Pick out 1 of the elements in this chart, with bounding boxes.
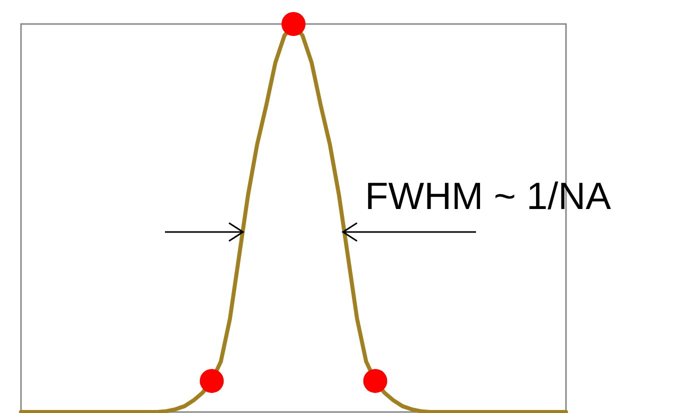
annotation: FWHM ~ 1/NA <box>365 176 611 218</box>
